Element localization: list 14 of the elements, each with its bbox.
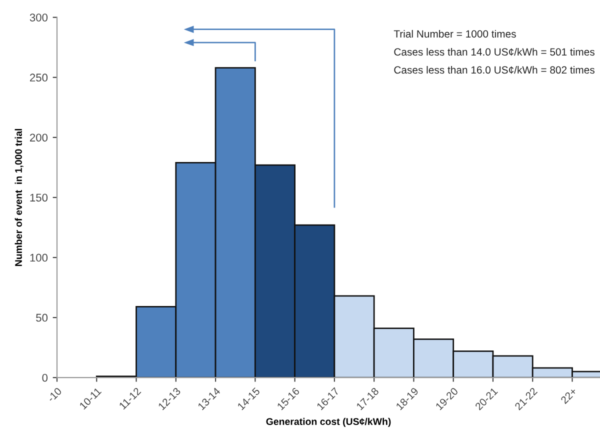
y-tick-label: 200 <box>30 134 48 142</box>
y-tick-label: 100 <box>30 254 48 262</box>
y-tick-label: 150 <box>30 194 48 202</box>
x-axis-title: Generation cost (US¢/kWh) <box>266 418 391 427</box>
x-tick-label: 22+ <box>560 387 578 404</box>
annotation: Trial Number = 1000 times <box>394 30 516 38</box>
y-tick-label: 50 <box>36 314 48 322</box>
annotation: Cases less than 16.0 US¢/kWh = 802 times <box>394 66 594 74</box>
x-tick-label: -10 <box>46 387 62 402</box>
y-tick-label: 300 <box>30 14 48 22</box>
annotation: Cases less than 14.0 US¢/kWh = 501 times <box>394 48 594 56</box>
y-tick-label: 0 <box>42 374 48 382</box>
y-axis-title: Number of event in 1,000 trial <box>14 128 24 266</box>
y-tick-label: 250 <box>30 74 48 82</box>
